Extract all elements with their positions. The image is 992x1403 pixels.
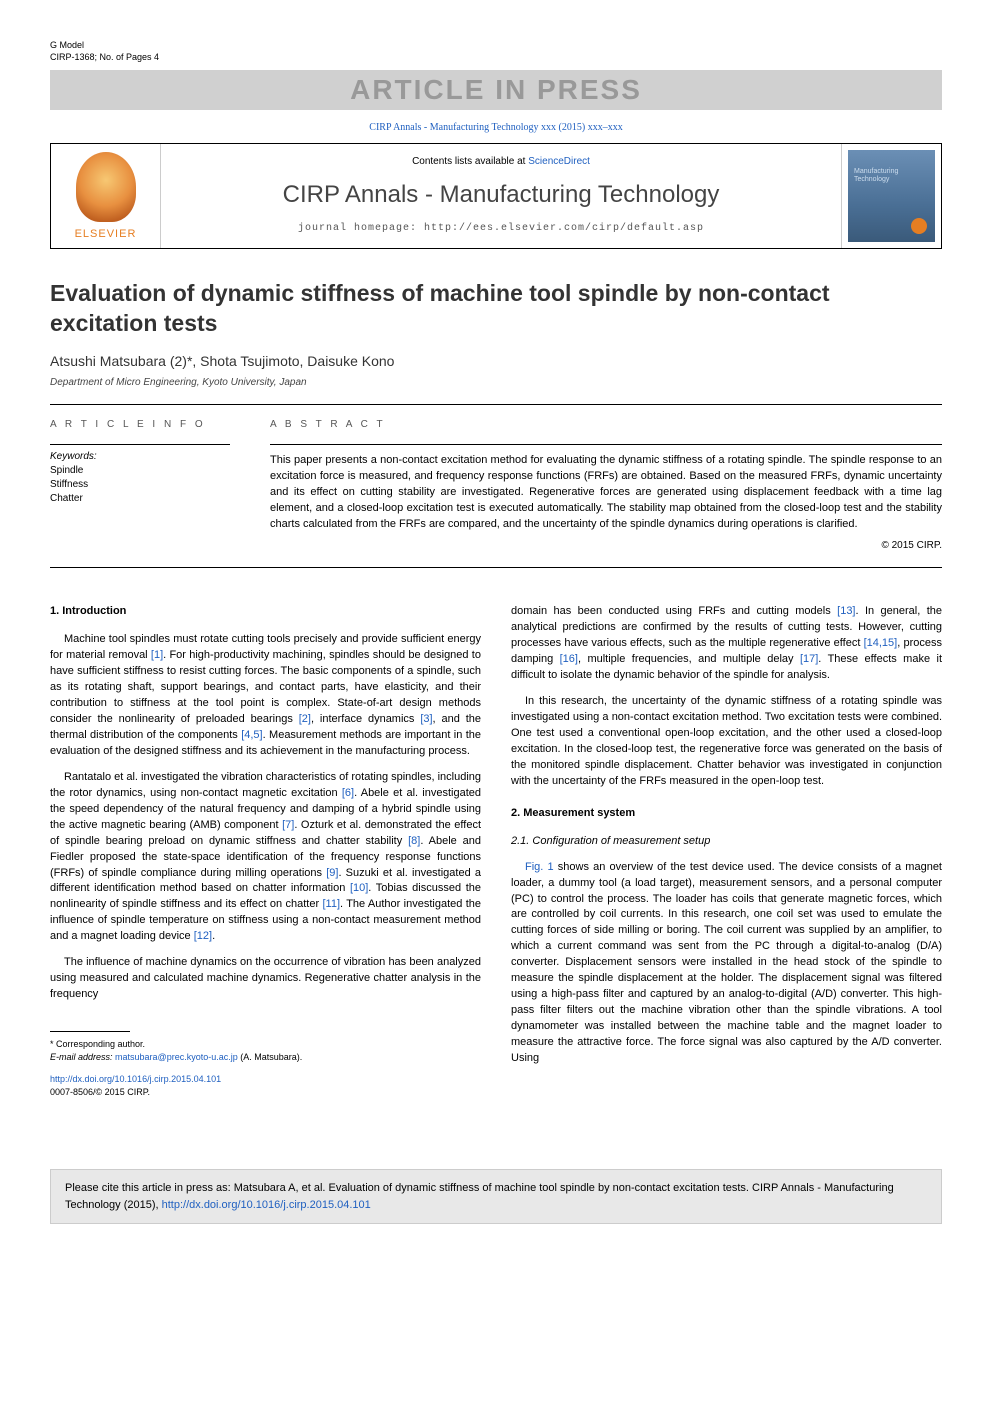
ref-12[interactable]: [12] (194, 930, 212, 942)
email-label: E-mail address: (50, 1052, 115, 1062)
keyword-1: Spindle (50, 464, 230, 478)
s1-p2: Rantatalo et al. investigated the vibrat… (50, 770, 481, 945)
email-link[interactable]: matsubara@prec.kyoto-u.ac.jp (115, 1052, 238, 1062)
ref-6[interactable]: [6] (342, 787, 354, 799)
homepage-line: journal homepage: http://ees.elsevier.co… (181, 223, 821, 234)
abstract-box: A B S T R A C T This paper presents a no… (270, 419, 942, 552)
article-info-heading: A R T I C L E I N F O (50, 419, 230, 430)
contents-prefix: Contents lists available at (412, 156, 528, 167)
ref-17[interactable]: [17] (800, 653, 818, 665)
ref-13[interactable]: [13] (837, 605, 855, 617)
publisher-logo-box: ELSEVIER (51, 144, 161, 248)
article-title: Evaluation of dynamic stiffness of machi… (50, 279, 942, 339)
ref-3[interactable]: [3] (420, 713, 432, 725)
doi-link[interactable]: http://dx.doi.org/10.1016/j.cirp.2015.04… (50, 1074, 221, 1084)
ref-8[interactable]: [8] (408, 835, 420, 847)
article-info-row: A R T I C L E I N F O Keywords: Spindle … (50, 405, 942, 568)
s1-p3: The influence of machine dynamics on the… (50, 955, 481, 1003)
ref-1[interactable]: [1] (151, 649, 163, 661)
section-2-heading: 2. Measurement system (511, 806, 942, 822)
s21-p1: Fig. 1 shows an overview of the test dev… (511, 860, 942, 1067)
cite-box: Please cite this article in press as: Ma… (50, 1169, 942, 1224)
elsevier-label: ELSEVIER (75, 228, 137, 240)
keyword-3: Chatter (50, 492, 230, 506)
ref-11[interactable]: [11] (322, 898, 340, 910)
keywords-label: Keywords: (50, 451, 230, 462)
issn-line: 0007-8506/© 2015 CIRP. (50, 1087, 150, 1097)
model-line: G Model (50, 40, 942, 50)
fig-1-ref[interactable]: Fig. 1 (525, 861, 554, 873)
left-column: 1. Introduction Machine tool spindles mu… (50, 604, 481, 1099)
journal-name: CIRP Annals - Manufacturing Technology (181, 181, 821, 209)
email-suffix: (A. Matsubara). (238, 1052, 303, 1062)
ref-14-15[interactable]: [14,15] (864, 637, 898, 649)
ref-9[interactable]: [9] (326, 867, 338, 879)
keyword-2: Stiffness (50, 478, 230, 492)
ref-10[interactable]: [10] (350, 882, 368, 894)
in-press-bar: ARTICLE IN PRESS (50, 70, 942, 110)
email-line: E-mail address: matsubara@prec.kyoto-u.a… (50, 1051, 481, 1064)
section-1-heading: 1. Introduction (50, 604, 481, 620)
elsevier-tree-icon (76, 152, 136, 222)
contents-line: Contents lists available at ScienceDirec… (181, 156, 821, 167)
ref-4-5[interactable]: [4,5] (241, 729, 262, 741)
cite-doi-link[interactable]: http://dx.doi.org/10.1016/j.cirp.2015.04… (162, 1199, 371, 1211)
corresponding-author: * Corresponding author. (50, 1038, 481, 1051)
journal-banner: ELSEVIER Contents lists available at Sci… (50, 143, 942, 249)
abstract-heading: A B S T R A C T (270, 419, 942, 430)
cover-thumbnail-box: Manufacturing Technology (841, 144, 941, 248)
journal-ref-line: CIRP Annals - Manufacturing Technology x… (50, 122, 942, 133)
copyright: © 2015 CIRP. (270, 540, 942, 551)
sciencedirect-link[interactable]: ScienceDirect (528, 156, 590, 167)
abstract-text: This paper presents a non-contact excita… (270, 445, 942, 533)
body-columns: 1. Introduction Machine tool spindles mu… (50, 604, 942, 1099)
section-2-1-heading: 2.1. Configuration of measurement setup (511, 834, 942, 850)
s1-p1: Machine tool spindles must rotate cuttin… (50, 632, 481, 760)
rule-2 (50, 567, 942, 568)
in-press-text: ARTICLE IN PRESS (350, 74, 642, 105)
right-column: domain has been conducted using FRFs and… (511, 604, 942, 1099)
doi-line: http://dx.doi.org/10.1016/j.cirp.2015.04… (50, 1073, 481, 1099)
banner-middle: Contents lists available at ScienceDirec… (161, 144, 841, 248)
affiliation: Department of Micro Engineering, Kyoto U… (50, 377, 942, 388)
ref-2[interactable]: [2] (299, 713, 311, 725)
ref-7[interactable]: [7] (282, 819, 294, 831)
footnote-separator (50, 1031, 130, 1032)
s1-p3b: domain has been conducted using FRFs and… (511, 604, 942, 684)
cover-thumbnail: Manufacturing Technology (848, 150, 935, 242)
article-info-left: A R T I C L E I N F O Keywords: Spindle … (50, 419, 230, 552)
cover-label: Manufacturing Technology (848, 150, 935, 185)
authors: Atsushi Matsubara (2)*, Shota Tsujimoto,… (50, 353, 942, 369)
s1-p4: In this research, the uncertainty of the… (511, 694, 942, 790)
ref-16[interactable]: [16] (560, 653, 578, 665)
header-ref: CIRP-1368; No. of Pages 4 (50, 52, 942, 62)
